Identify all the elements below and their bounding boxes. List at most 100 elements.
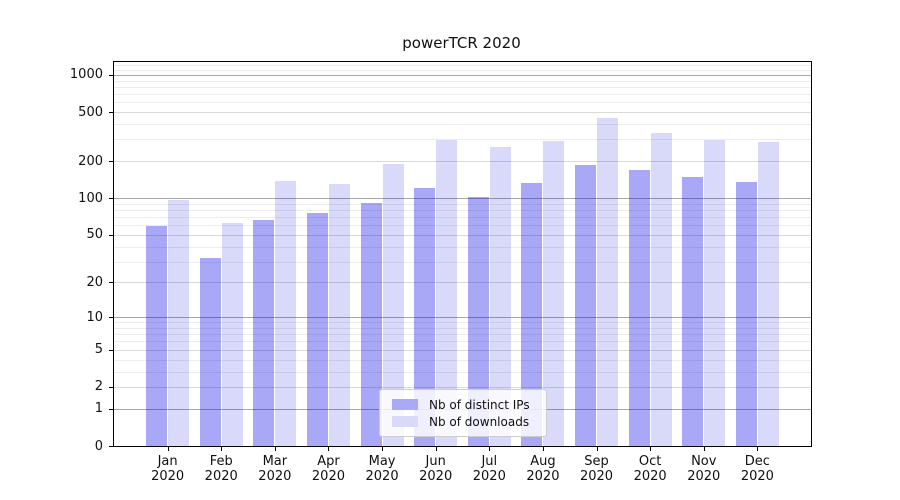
- bar-downloads-sep: [597, 117, 619, 446]
- gridline-minor: [114, 327, 811, 329]
- y-tick-mark: [109, 234, 114, 236]
- bar-distinct-ips-mar: [253, 220, 275, 446]
- x-tick-mark: [382, 446, 384, 451]
- y-tick-label: 50: [86, 227, 103, 243]
- gridline-major: [114, 349, 811, 351]
- bar-distinct-ips-feb: [199, 258, 221, 446]
- y-tick-label: 1000: [69, 67, 103, 83]
- y-tick-mark: [109, 317, 114, 319]
- y-tick-mark: [109, 198, 114, 200]
- x-tick-label: Nov 2020: [687, 454, 721, 484]
- x-tick-label: May 2020: [365, 454, 399, 484]
- gridline-minor: [114, 334, 811, 336]
- legend-row: Nb of distinct IPs: [392, 396, 546, 413]
- x-tick-label: Aug 2020: [526, 454, 560, 484]
- gridline-major: [114, 282, 811, 284]
- x-tick-label: Feb 2020: [204, 454, 238, 484]
- bar-distinct-ips-jan: [146, 226, 168, 446]
- gridline-minor: [114, 102, 811, 104]
- x-tick-mark: [489, 446, 491, 451]
- gridline-minor: [114, 341, 811, 343]
- x-tick-mark: [542, 446, 544, 451]
- gridline-major: [114, 234, 811, 236]
- legend-row: Nb of downloads: [392, 413, 546, 430]
- legend: Nb of distinct IPs Nb of downloads: [379, 389, 547, 437]
- gridline-major: [114, 386, 811, 388]
- gridline-minor: [114, 225, 811, 227]
- x-tick-mark: [596, 446, 598, 451]
- x-tick-label: Jul 2020: [472, 454, 506, 484]
- x-tick-label: Oct 2020: [633, 454, 667, 484]
- gridline-minor: [114, 139, 811, 141]
- y-tick-label: 500: [78, 104, 103, 120]
- x-tick-label: Dec 2020: [740, 454, 774, 484]
- bar-distinct-ips-jun: [414, 188, 436, 446]
- x-tick-mark: [435, 446, 437, 451]
- y-tick-label: 5: [94, 342, 103, 358]
- bar-downloads-oct: [650, 133, 672, 446]
- bar-distinct-ips-aug: [521, 182, 543, 446]
- gridline-minor: [114, 124, 811, 126]
- bar-downloads-mar: [275, 180, 297, 446]
- y-tick-mark: [109, 386, 114, 388]
- legend-swatch: [392, 416, 418, 427]
- bar-distinct-ips-nov: [682, 176, 704, 446]
- x-tick-mark: [328, 446, 330, 451]
- gridline-minor: [114, 359, 811, 361]
- legend-label: Nb of downloads: [429, 414, 530, 429]
- legend-swatch: [392, 399, 418, 410]
- gridline-minor: [114, 69, 811, 71]
- bar-distinct-ips-oct: [628, 170, 650, 446]
- x-tick-mark: [221, 446, 223, 451]
- bar-downloads-may: [382, 163, 404, 446]
- bar-distinct-ips-may: [360, 203, 382, 446]
- y-tick-label: 20: [86, 274, 103, 290]
- chart-title: powerTCR 2020: [402, 34, 521, 52]
- gridline-minor: [114, 217, 811, 219]
- x-tick-label: Mar 2020: [258, 454, 292, 484]
- gridline-major: [114, 317, 811, 319]
- y-tick-label: 2: [94, 379, 103, 395]
- y-tick-mark: [109, 112, 114, 114]
- x-tick-label: Jan 2020: [151, 454, 185, 484]
- y-tick-label: 1: [94, 401, 103, 417]
- gridline-major: [114, 161, 811, 163]
- y-tick-mark: [109, 161, 114, 163]
- bar-distinct-ips-apr: [306, 212, 328, 446]
- gridline-minor: [114, 246, 811, 248]
- bar-downloads-jun: [436, 140, 458, 446]
- plot-area: 0 1 2 5 10 20 50 100 200 500 1000 Jan 2020 Feb 2020 Mar…: [70, 61, 812, 484]
- bar-distinct-ips-sep: [575, 165, 597, 446]
- gridline-minor: [114, 80, 811, 82]
- y-tick-mark: [109, 408, 114, 410]
- gridline-major: [114, 112, 811, 114]
- bar-downloads-nov: [704, 140, 726, 446]
- gridline-minor: [114, 203, 811, 205]
- bar-distinct-ips-jul: [467, 197, 489, 446]
- gridline-minor: [114, 261, 811, 263]
- y-tick-mark: [109, 446, 114, 447]
- y-tick-mark: [109, 74, 114, 76]
- gridline-minor: [114, 209, 811, 211]
- y-tick-label: 0: [94, 438, 103, 454]
- x-tick-mark: [167, 446, 169, 451]
- x-tick-mark: [703, 446, 705, 451]
- y-tick-label: 100: [78, 190, 103, 206]
- bar-downloads-dec: [757, 141, 779, 446]
- gridline-minor: [114, 322, 811, 324]
- x-tick-label: Jun 2020: [419, 454, 453, 484]
- x-tick-mark: [274, 446, 276, 451]
- bar-downloads-jan: [168, 200, 190, 446]
- legend-label: Nb of distinct IPs: [429, 397, 530, 412]
- y-tick-label: 200: [78, 153, 103, 169]
- x-tick-label: Apr 2020: [311, 454, 345, 484]
- y-tick-mark: [109, 282, 114, 284]
- gridline-minor: [114, 94, 811, 96]
- gridline-major: [114, 74, 811, 76]
- gridline-minor: [114, 371, 811, 373]
- bar-downloads-apr: [328, 184, 350, 446]
- bar-distinct-ips-dec: [735, 181, 757, 446]
- y-tick-label: 10: [86, 309, 103, 325]
- x-tick-label: Sep 2020: [579, 454, 614, 484]
